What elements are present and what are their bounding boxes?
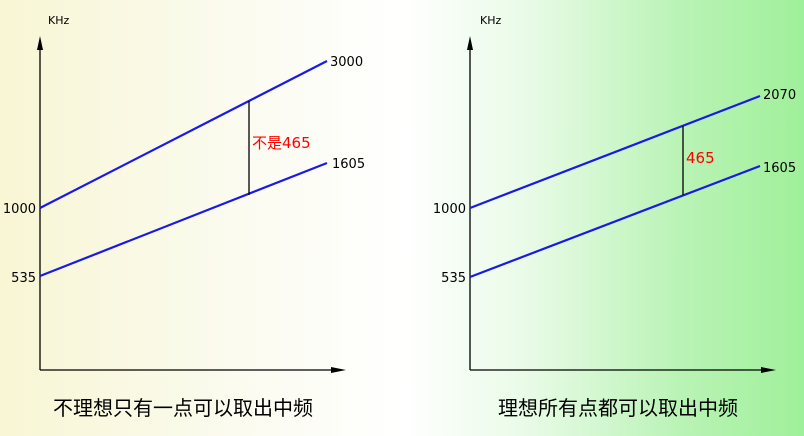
right-unit-label: KHz [480,14,501,27]
right-upper-line-end-label: 2070 [763,88,796,103]
left-lower-line-end-label: 1605 [332,157,365,172]
right-gap-label: 465 [686,149,715,167]
left-upper-line-end-label: 3000 [330,55,363,70]
left-y-axis [37,36,43,370]
left-lower-line [39,161,328,278]
right-x-axis [470,367,776,373]
left-x-axis [40,367,346,373]
right-y-axis [467,36,473,370]
left-panel: KHz 1000 535 3000 1605 不是465 不理想只有一点可以取出… [3,14,365,420]
right-panel: KHz 1000 535 2070 1605 465 理想所有点都可以取出中频 [433,14,796,420]
right-lower-line-end-label: 1605 [763,161,796,176]
right-y-label-high: 1000 [433,202,466,217]
right-y-label-low: 535 [441,271,466,286]
left-gap-label: 不是465 [252,134,311,152]
right-caption: 理想所有点都可以取出中频 [498,396,738,420]
right-lower-line [469,164,761,279]
left-unit-label: KHz [48,14,69,27]
left-caption: 不理想只有一点可以取出中频 [53,396,313,420]
right-upper-line [469,94,761,210]
left-y-label-low: 535 [11,271,36,286]
left-y-label-high: 1000 [3,202,36,217]
left-upper-line [39,60,328,209]
